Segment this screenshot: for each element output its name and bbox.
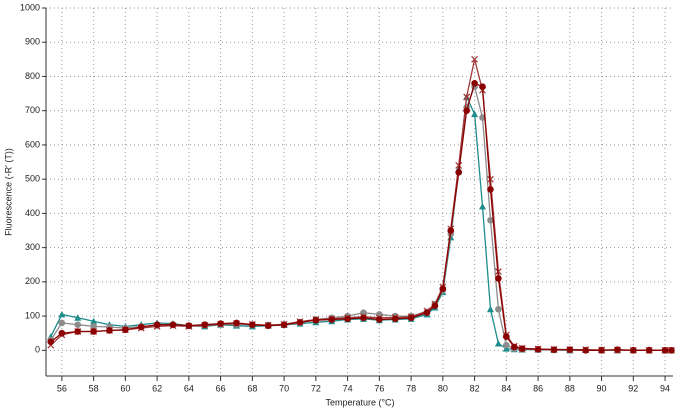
marker xyxy=(486,305,494,313)
marker xyxy=(201,321,209,328)
marker xyxy=(423,309,431,316)
marker xyxy=(463,107,470,114)
x-tick-label: 60 xyxy=(120,383,130,393)
x-tick-label: 72 xyxy=(311,383,321,393)
marker xyxy=(264,322,272,329)
marker xyxy=(122,326,129,334)
marker xyxy=(217,320,224,327)
marker xyxy=(668,347,675,354)
marker xyxy=(153,321,161,328)
marker xyxy=(471,80,478,87)
marker xyxy=(614,346,621,353)
marker xyxy=(391,315,399,323)
x-tick-label: 88 xyxy=(565,383,575,393)
marker xyxy=(360,314,367,322)
x-tick-label: 64 xyxy=(184,383,194,393)
marker xyxy=(503,341,510,349)
y-tick-label: 800 xyxy=(25,71,40,81)
marker xyxy=(169,321,177,328)
x-tick-label: 82 xyxy=(470,383,480,393)
marker xyxy=(233,319,240,327)
y-tick-label: 1000 xyxy=(20,2,40,12)
marker xyxy=(550,346,558,353)
marker xyxy=(296,318,304,326)
marker xyxy=(463,93,471,101)
x-tick-label: 66 xyxy=(216,383,226,393)
marker xyxy=(74,328,82,335)
marker xyxy=(106,327,113,334)
marker xyxy=(58,310,66,318)
marker xyxy=(90,323,97,330)
y-tick-label: 600 xyxy=(25,139,40,149)
y-axis-label: Fluorescence (-R' (T)) xyxy=(3,148,13,236)
marker xyxy=(455,162,463,169)
marker xyxy=(645,347,653,354)
marker xyxy=(495,275,502,282)
marker xyxy=(503,333,510,340)
marker xyxy=(280,321,288,328)
marker xyxy=(439,285,447,293)
marker xyxy=(598,347,605,354)
marker xyxy=(471,110,479,118)
x-tick-label: 76 xyxy=(374,383,384,393)
marker xyxy=(487,186,494,193)
x-tick-label: 62 xyxy=(152,383,162,393)
marker xyxy=(510,343,518,351)
marker xyxy=(534,345,542,353)
marker xyxy=(344,315,351,323)
y-tick-label: 700 xyxy=(25,105,40,115)
marker xyxy=(486,175,494,183)
marker xyxy=(58,319,66,327)
x-tick-label: 58 xyxy=(89,383,99,393)
marker xyxy=(494,339,502,347)
marker xyxy=(74,314,82,321)
x-axis-label: Temperature (°C) xyxy=(325,397,394,407)
marker xyxy=(518,345,526,352)
marker xyxy=(90,317,98,325)
x-tick-label: 78 xyxy=(406,383,416,393)
y-tick-label: 200 xyxy=(25,276,40,286)
marker xyxy=(137,323,145,331)
marker xyxy=(376,316,383,323)
marker xyxy=(312,316,320,324)
x-tick-label: 74 xyxy=(343,383,353,393)
marker xyxy=(495,305,502,313)
x-tick-label: 56 xyxy=(57,383,67,393)
marker xyxy=(566,346,574,353)
marker xyxy=(90,328,97,335)
marker xyxy=(479,203,487,210)
x-tick-label: 92 xyxy=(628,383,638,393)
marker xyxy=(328,316,336,323)
marker xyxy=(661,347,669,354)
marker xyxy=(58,329,66,337)
y-tick-label: 300 xyxy=(25,242,40,252)
y-tick-label: 0 xyxy=(35,345,40,355)
y-tick-label: 900 xyxy=(25,37,40,47)
marker xyxy=(407,314,415,322)
marker xyxy=(447,227,455,234)
y-tick-label: 500 xyxy=(25,174,40,184)
x-tick-label: 90 xyxy=(597,383,607,393)
marker xyxy=(74,321,82,328)
marker xyxy=(185,322,193,329)
marker xyxy=(455,169,463,176)
marker xyxy=(431,302,439,310)
marker xyxy=(630,347,637,354)
x-tick-label: 84 xyxy=(501,383,511,393)
marker xyxy=(479,83,486,91)
x-tick-label: 80 xyxy=(438,383,448,393)
marker xyxy=(487,216,494,224)
marker xyxy=(582,347,589,354)
x-tick-label: 68 xyxy=(247,383,257,393)
x-tick-label: 86 xyxy=(533,383,543,393)
x-tick-label: 94 xyxy=(660,383,670,393)
marker xyxy=(47,338,55,346)
marker xyxy=(249,321,256,328)
y-tick-label: 400 xyxy=(25,208,40,218)
marker xyxy=(471,55,479,63)
x-tick-label: 70 xyxy=(279,383,289,393)
y-tick-label: 100 xyxy=(25,310,40,320)
